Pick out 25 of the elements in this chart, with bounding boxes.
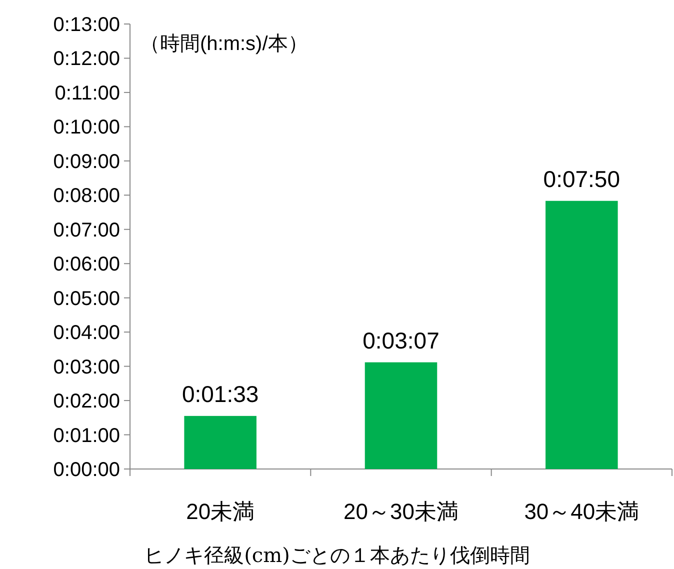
y-axis-title: （時間(h:m:s)/本） bbox=[140, 33, 308, 55]
bar bbox=[364, 362, 438, 469]
y-tick-label: 0:11:00 bbox=[54, 82, 120, 104]
bar bbox=[184, 416, 256, 469]
y-tick-label: 0:05:00 bbox=[53, 288, 120, 310]
y-tick-label: 0:03:00 bbox=[53, 356, 120, 378]
x-tick-label: 20未満 bbox=[186, 499, 255, 524]
y-tick-label: 0:12:00 bbox=[53, 48, 120, 70]
data-label: 0:07:50 bbox=[543, 166, 620, 192]
y-tick-label: 0:10:00 bbox=[53, 116, 120, 139]
y-tick-label: 0:13:00 bbox=[53, 14, 120, 36]
y-tick-label: 0:02:00 bbox=[53, 390, 120, 413]
y-tick-label: 0:07:00 bbox=[53, 219, 120, 242]
x-axis-title: ヒノキ径級(cm)ごとの１本あたり伐倒時間 bbox=[144, 543, 530, 567]
x-tick-label: 20～30未満 bbox=[344, 499, 458, 524]
y-tick-label: 0:00:00 bbox=[53, 459, 120, 481]
y-tick-label: 0:06:00 bbox=[53, 254, 120, 276]
y-tick-label: 0:08:00 bbox=[53, 185, 120, 208]
y-tick-label: 0:01:00 bbox=[53, 424, 120, 447]
bar bbox=[546, 200, 618, 469]
x-tick-label: 30～40未満 bbox=[524, 499, 640, 524]
y-tick-label: 0:04:00 bbox=[53, 322, 120, 344]
data-label: 0:03:07 bbox=[362, 327, 440, 354]
y-tick-label: 0:09:00 bbox=[53, 150, 120, 173]
data-label: 0:01:33 bbox=[182, 380, 259, 407]
